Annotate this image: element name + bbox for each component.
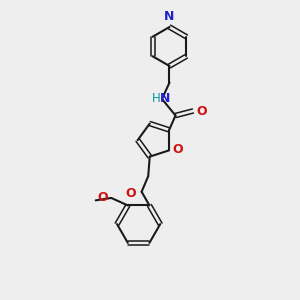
Text: H: H [152,92,161,105]
Text: N: N [164,10,175,22]
Text: O: O [97,191,108,204]
Text: O: O [126,187,136,200]
Text: O: O [173,143,183,156]
Text: O: O [197,104,207,118]
Text: N: N [160,92,170,105]
